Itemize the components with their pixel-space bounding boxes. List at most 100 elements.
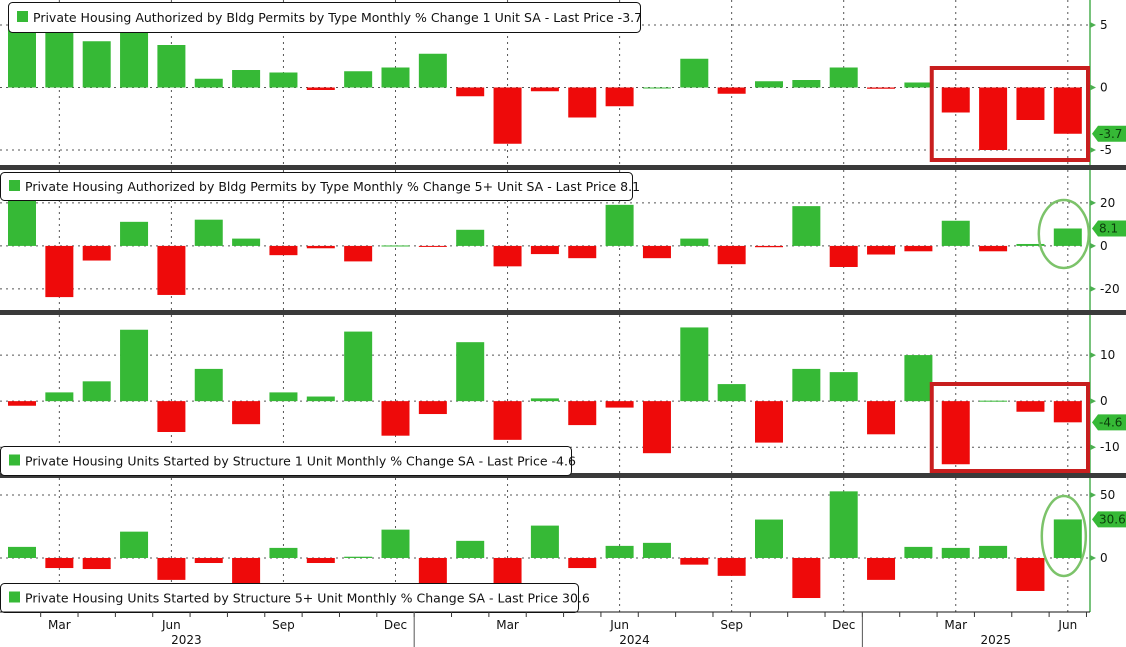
x-tick-label: Dec [384,618,407,632]
bars [8,327,1082,465]
bar-sep-2023 [269,547,298,558]
bar-jul-2023 [194,219,223,246]
bar-jun-2023 [157,45,186,88]
bar-apr-2024 [530,245,559,255]
bar-may-2025 [1016,557,1045,591]
bar-mar-2023 [45,245,74,298]
bar-apr-2023 [82,41,111,88]
last-price-label: -3.7 [1099,127,1122,141]
bar-sep-2023 [269,392,298,402]
bar-may-2025 [1016,401,1045,412]
bar-aug-2023 [232,70,261,88]
bar-apr-2024 [530,87,559,92]
bar-nov-2023 [344,331,373,402]
bar-nov-2024 [792,368,821,402]
tick-arrow-icon [1090,285,1096,292]
bar-mar-2023 [45,557,74,569]
bar-feb-2023 [8,401,36,406]
bar-feb-2025 [904,546,933,558]
bar-apr-2025 [979,400,1008,402]
bar-oct-2023 [306,245,335,249]
x-tick-label: Mar [496,618,519,632]
bar-jun-2025 [1053,401,1082,423]
bar-jul-2024 [642,401,671,454]
y-tick-label: 0 [1100,394,1108,408]
bar-sep-2024 [717,384,746,402]
bar-nov-2024 [792,80,821,88]
y-tick-label: -20 [1100,282,1120,296]
bar-may-2025 [1016,87,1045,120]
bar-apr-2024 [530,525,559,558]
bar-jan-2025 [867,87,896,89]
tick-arrow-icon [1090,84,1096,91]
bar-jun-2023 [157,245,186,295]
bar-jun-2024 [605,204,634,246]
bar-may-2024 [568,245,597,259]
bar-jul-2024 [642,245,671,259]
panel-2: 20 0 -20 8.1 Private Housing Authorized by B… [0,170,1126,310]
bar-dec-2023 [381,529,410,558]
bar-apr-2025 [979,87,1008,150]
panel-separator [0,165,1126,170]
bar-jun-2024 [605,87,634,107]
bar-jun-2023 [157,401,186,433]
x-tick-label: Sep [272,618,295,632]
legend-label: Private Housing Authorized by Bldg Permi… [33,10,642,25]
legend-swatch [9,454,20,466]
bar-oct-2024 [755,401,783,443]
y-tick-label: 10 [1100,348,1115,362]
last-price-tag [1092,125,1126,142]
bar-mar-2024 [493,401,522,440]
bar-feb-2025 [904,355,933,402]
bar-jan-2025 [867,245,896,255]
last-price-label: 30.6 [1099,512,1126,526]
y-tick-label: -10 [1100,440,1120,454]
bar-sep-2024 [717,557,746,576]
tick-arrow-icon [1090,147,1096,153]
bar-apr-2023 [82,245,111,261]
legend-label: Private Housing Units Started by Structu… [25,454,576,469]
bar-jan-2025 [867,557,896,580]
bar-nov-2023 [344,556,373,558]
bar-jul-2023 [194,557,223,564]
tick-arrow-icon [1090,444,1096,451]
bar-mar-2025 [941,87,970,113]
bar-may-2023 [120,221,149,246]
bar-mar-2025 [941,401,970,465]
bar-nov-2023 [344,71,373,88]
legend-label: Private Housing Units Started by Structu… [25,591,590,606]
bar-sep-2024 [717,87,746,94]
bar-feb-2025 [904,245,933,252]
bar-may-2023 [120,329,149,402]
bar-apr-2025 [979,245,1008,252]
bar-jun-2024 [605,545,634,558]
x-year-label: 2024 [619,633,650,647]
bar-jun-2025 [1053,228,1082,246]
bar-sep-2023 [269,245,298,256]
bar-jun-2025 [1053,87,1082,134]
tick-arrow-icon [1090,554,1096,561]
bar-dec-2024 [829,67,858,88]
legend-box [0,172,633,201]
bar-aug-2023 [232,401,261,425]
bar-oct-2024 [755,519,783,558]
bar-aug-2024 [680,238,709,246]
x-year-label: 2023 [171,633,202,647]
bar-feb-2023 [8,198,36,246]
bar-may-2023 [120,531,149,558]
bar-jul-2024 [642,87,671,89]
bar-jan-2024 [418,245,447,247]
legend-box [8,2,641,33]
last-price-tag [1092,414,1126,431]
bar-may-2025 [1016,243,1045,246]
bar-nov-2024 [792,206,821,246]
bar-jul-2023 [194,78,223,88]
tick-arrow-icon [1090,352,1096,359]
bar-feb-2024 [456,540,485,558]
bar-dec-2024 [829,245,858,267]
bar-apr-2023 [82,381,111,402]
bar-oct-2023 [306,87,335,90]
bars [8,491,1082,599]
